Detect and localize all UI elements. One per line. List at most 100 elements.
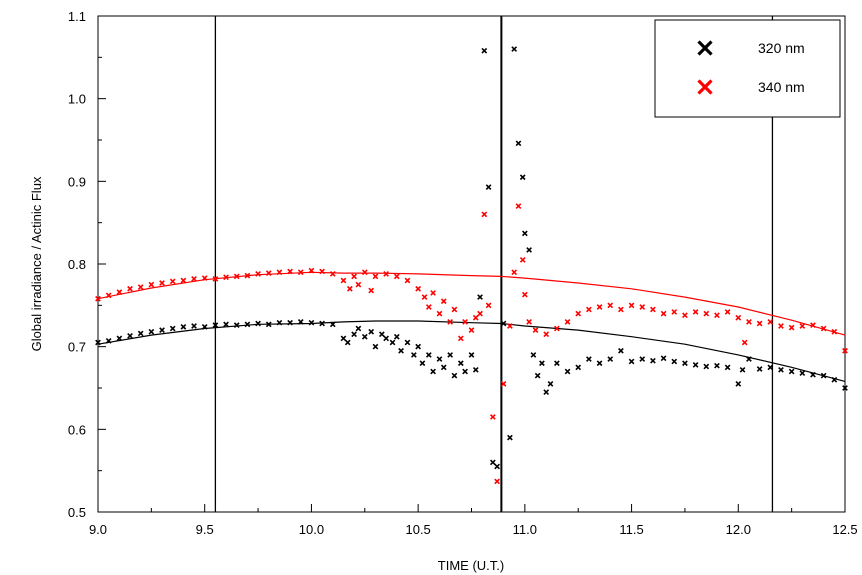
data-point: [507, 434, 513, 441]
data-point: [340, 277, 347, 284]
data-point: [489, 459, 496, 466]
data-point: [297, 319, 304, 325]
data-point: [511, 46, 518, 52]
data-point: [472, 314, 479, 321]
data-point: [554, 360, 560, 367]
data-point: [440, 364, 447, 371]
data-point: [660, 355, 667, 362]
data-point: [650, 357, 656, 364]
x-tick-label: 10.5: [405, 522, 430, 537]
data-point: [477, 294, 483, 300]
data-point: [519, 174, 526, 181]
data-point: [244, 321, 251, 328]
series-2: [95, 203, 848, 485]
data-point: [398, 347, 404, 354]
data-point: [462, 368, 468, 375]
x-tick-label: 12.5: [832, 522, 857, 537]
data-point: [425, 304, 432, 310]
data-point: [451, 306, 458, 313]
legend-marker: [697, 79, 713, 95]
data-point: [756, 366, 763, 372]
data-point: [468, 327, 475, 333]
data-point: [201, 275, 208, 281]
data-point: [389, 339, 396, 346]
data-point: [233, 273, 240, 280]
data-point: [383, 335, 389, 342]
data-point: [575, 310, 582, 317]
data-point: [735, 314, 742, 321]
data-point: [515, 203, 522, 209]
data-point: [393, 333, 400, 340]
data-point: [539, 360, 545, 367]
data-point: [421, 294, 428, 300]
data-point: [526, 247, 532, 253]
data-point: [788, 368, 795, 375]
x-tick-label: 9.0: [89, 522, 107, 537]
data-point: [741, 339, 748, 346]
data-point: [308, 267, 315, 274]
data-point: [494, 478, 500, 485]
y-tick-label: 1.1: [68, 9, 86, 24]
data-point: [671, 358, 678, 365]
data-point: [494, 463, 500, 470]
legend-label: 320 nm: [758, 40, 805, 56]
data-point: [746, 356, 752, 362]
data-point: [682, 312, 688, 319]
data-point: [440, 298, 447, 305]
data-point: [778, 323, 784, 329]
data-point: [191, 323, 197, 329]
data-point: [628, 358, 635, 365]
data-point: [810, 371, 816, 378]
y-tick-label: 0.7: [68, 340, 86, 355]
data-point: [788, 324, 795, 331]
data-point: [425, 352, 432, 358]
data-point: [308, 319, 315, 326]
data-point: [319, 268, 325, 275]
data-point: [714, 362, 720, 369]
data-point: [415, 343, 422, 350]
data-point: [526, 319, 532, 325]
data-point: [472, 366, 479, 373]
data-point: [724, 364, 731, 371]
data-point: [355, 281, 362, 288]
data-point: [276, 269, 283, 276]
data-point: [148, 328, 155, 335]
y-tick-label: 0.9: [68, 174, 86, 189]
data-point: [447, 352, 454, 358]
data-point: [831, 328, 838, 335]
data-point: [436, 356, 443, 362]
data-point: [618, 347, 624, 354]
data-point: [329, 271, 336, 277]
data-point: [810, 322, 816, 329]
data-point: [223, 321, 229, 328]
data-point: [355, 325, 362, 332]
data-point: [692, 309, 699, 315]
data-point: [457, 360, 464, 367]
data-point: [159, 327, 165, 333]
data-point: [481, 47, 488, 54]
data-point: [169, 325, 176, 332]
data-point: [481, 211, 488, 218]
data-point: [404, 277, 411, 284]
x-tick-label: 11.0: [513, 522, 537, 537]
data-point: [255, 320, 261, 327]
data-point: [137, 330, 144, 337]
x-tick-label: 9.5: [196, 522, 214, 537]
data-point: [820, 325, 827, 332]
data-point: [596, 304, 603, 310]
data-point: [255, 271, 261, 277]
data-point: [831, 376, 838, 383]
data-point: [575, 364, 582, 371]
reference-curve-1: [97, 320, 846, 382]
data-point: [340, 335, 347, 342]
data-point: [607, 356, 614, 362]
reference-curve-2: [97, 271, 846, 336]
data-point: [276, 319, 283, 326]
data-point: [361, 269, 368, 276]
data-point: [116, 289, 123, 295]
data-point: [411, 352, 417, 358]
data-point: [511, 269, 518, 276]
data-point: [244, 272, 251, 279]
data-point: [703, 310, 710, 317]
